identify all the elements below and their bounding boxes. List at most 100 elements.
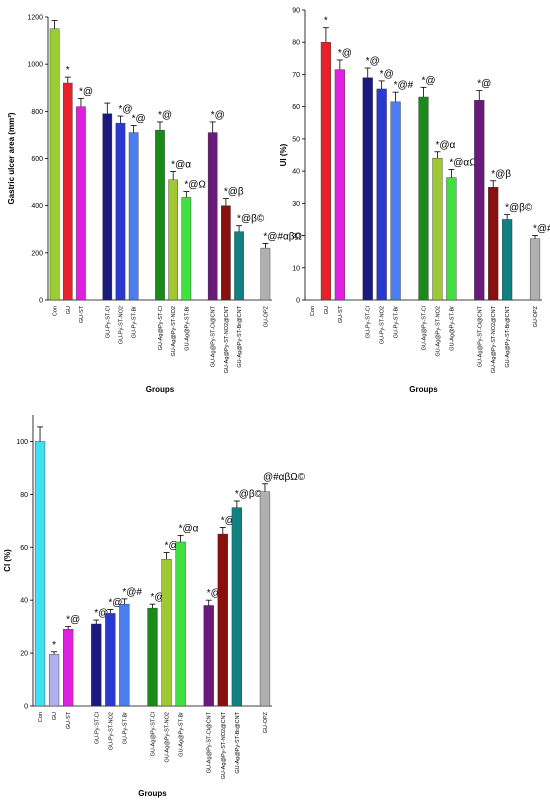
annotation: * <box>324 16 328 27</box>
x-tick-label: GU-Ag@Py-ST-NO2 <box>435 306 441 357</box>
y-tick-label: 80 <box>20 492 28 499</box>
bar <box>259 491 271 707</box>
annotation: *@ <box>118 104 132 115</box>
y-tick-label: 10 <box>292 265 300 272</box>
annotation: *@ <box>211 110 225 121</box>
x-tick-label: GU-Ag@Py-ST-Cl <box>158 306 164 350</box>
annotation: *@α <box>165 541 185 552</box>
annotation: *@Ω <box>184 180 206 191</box>
x-tick-label: GU-Py-ST-Br <box>394 306 400 339</box>
bar <box>207 132 218 301</box>
x-tick-label: GU-Ag@Py-ST-Br <box>184 306 190 351</box>
y-axis-title: CI (%) <box>3 549 12 572</box>
bar <box>63 629 74 707</box>
x-tick-label: GU-Py-ST-Cl <box>105 306 111 338</box>
annotation: *@ <box>132 113 146 124</box>
bar <box>155 129 165 301</box>
bar <box>502 219 513 301</box>
annotation: *@#αβΩ© <box>533 224 550 235</box>
x-axis-title: Groups <box>138 789 167 798</box>
annotation: *@ <box>338 48 352 59</box>
annotation: *@α <box>171 159 191 170</box>
x-tick-label: GU <box>66 306 72 314</box>
y-tick-label: 80 <box>292 40 300 47</box>
bar <box>217 533 228 707</box>
x-tick-label: GU-Ag@Py-ST-Br <box>449 306 455 351</box>
annotation: *@β <box>491 169 511 180</box>
bar <box>62 82 73 301</box>
x-axis-title: Groups <box>146 385 175 394</box>
x-tick-label: Con <box>53 306 59 316</box>
annotation: *@β© <box>235 489 263 500</box>
y-tick-label: 40 <box>20 598 28 605</box>
bar <box>105 613 116 707</box>
bar <box>418 96 429 301</box>
annotation: *@ <box>207 588 221 599</box>
y-tick-label: 40 <box>292 169 300 176</box>
x-tick-label: GU-Ag@Py-ST-NO2@CNT <box>224 305 230 373</box>
x-tick-label: GU-Ag@Py-ST-NO2 <box>165 712 171 763</box>
bar <box>49 28 60 301</box>
bar <box>175 541 186 707</box>
x-tick-label: GU-OPZ <box>533 305 539 327</box>
annotation: * <box>66 65 70 76</box>
x-tick-label: GU-Py-ST-Br <box>122 712 128 745</box>
x-tick-label: GU-ST <box>66 711 72 729</box>
x-tick-label: GU-Py-ST-NO2 <box>380 306 386 344</box>
bar <box>390 101 401 301</box>
y-tick-label: 30 <box>292 201 300 208</box>
y-tick-label: 60 <box>20 545 28 552</box>
bar <box>260 247 271 301</box>
bar <box>115 122 126 301</box>
annotation: *@ <box>158 110 172 121</box>
annotation: *@α <box>179 523 199 534</box>
y-tick-label: 50 <box>292 136 300 143</box>
annotation: *@ <box>79 86 93 97</box>
annotation: *@# <box>122 587 142 598</box>
annotation: *@α <box>435 140 455 151</box>
x-tick-label: GU <box>52 712 58 720</box>
x-tick-label: GU-Py-ST-NO2 <box>118 306 124 344</box>
x-tick-label: Con <box>310 306 316 316</box>
y-tick-label: 60 <box>292 104 300 111</box>
x-tick-label: GU-Ag@Py-ST-Cl@CNT <box>211 305 217 367</box>
y-tick-label: 0 <box>24 704 28 711</box>
x-tick-label: GU-Ag@Py-ST-Cl <box>422 306 428 350</box>
x-axis-title: Groups <box>409 385 438 394</box>
bar <box>320 42 331 301</box>
y-tick-label: 0 <box>296 298 300 305</box>
annotation: *@αΩ <box>449 158 477 169</box>
y-tick-label: 100 <box>16 439 28 446</box>
bar <box>362 77 373 301</box>
bar <box>221 205 231 301</box>
bar <box>161 558 172 707</box>
x-tick-label: GU-Ag@Py-ST-Br@CNT <box>505 305 511 367</box>
annotation: *@ <box>380 69 394 80</box>
y-tick-label: 400 <box>31 203 43 210</box>
annotation: *@ <box>94 608 108 619</box>
x-tick-label: GU-Ag@Py-ST-Br@CNT <box>235 711 241 773</box>
annotation: *@ <box>66 615 80 626</box>
bar <box>488 187 499 301</box>
bar <box>231 507 242 707</box>
y-tick-label: 20 <box>292 233 300 240</box>
bar <box>34 441 46 707</box>
y-axis-title: Gastric ulcer area (mm²) <box>7 112 16 204</box>
bar <box>234 231 244 301</box>
x-tick-label: GU-Py-ST-NO2 <box>108 712 114 750</box>
x-tick-label: GU-Ag@Py-ST-Br <box>179 712 185 757</box>
bar <box>529 238 541 301</box>
bar <box>119 603 130 707</box>
x-tick-label: GU-Py-ST-Cl <box>94 712 100 744</box>
x-tick-label: GU-Ag@Py-ST-NO2 <box>171 306 177 357</box>
annotation: *@ <box>151 592 165 603</box>
y-tick-label: 600 <box>31 156 43 163</box>
x-tick-label: GU-Py-ST-Cl <box>366 306 372 338</box>
y-tick-label: 800 <box>31 109 43 116</box>
y-tick-label: 200 <box>31 250 43 257</box>
bar <box>203 605 214 707</box>
x-tick-label: GU-ST <box>338 305 344 323</box>
y-tick-label: 1000 <box>27 62 43 69</box>
bar <box>102 113 113 301</box>
